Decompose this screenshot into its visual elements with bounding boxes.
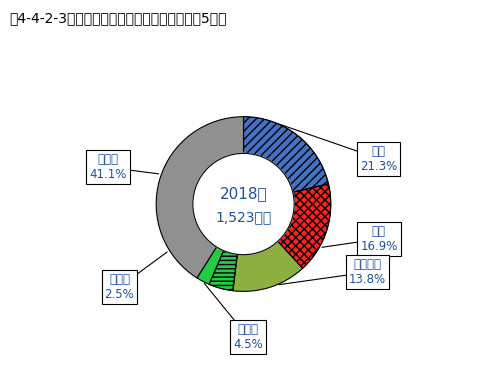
Text: 中国
16.9%: 中国 16.9% [360, 225, 397, 253]
Text: オランダ
13.8%: オランダ 13.8% [349, 258, 386, 286]
Wedge shape [197, 247, 224, 285]
Text: その他
41.1%: その他 41.1% [90, 153, 127, 181]
Wedge shape [278, 184, 331, 268]
Wedge shape [244, 117, 328, 192]
Wedge shape [233, 241, 302, 291]
Text: 1,523億円: 1,523億円 [215, 210, 272, 224]
Circle shape [193, 153, 294, 255]
Text: 米国
21.3%: 米国 21.3% [360, 145, 397, 172]
Text: 2018年: 2018年 [220, 186, 267, 201]
Text: 図4-4-2-3　画像診断システムの輸出金額上位5か国: 図4-4-2-3 画像診断システムの輸出金額上位5か国 [10, 12, 227, 25]
Text: インド
2.5%: インド 2.5% [105, 273, 134, 301]
Wedge shape [156, 117, 244, 278]
Wedge shape [209, 251, 237, 291]
Text: ドイツ
4.5%: ドイツ 4.5% [233, 323, 263, 351]
